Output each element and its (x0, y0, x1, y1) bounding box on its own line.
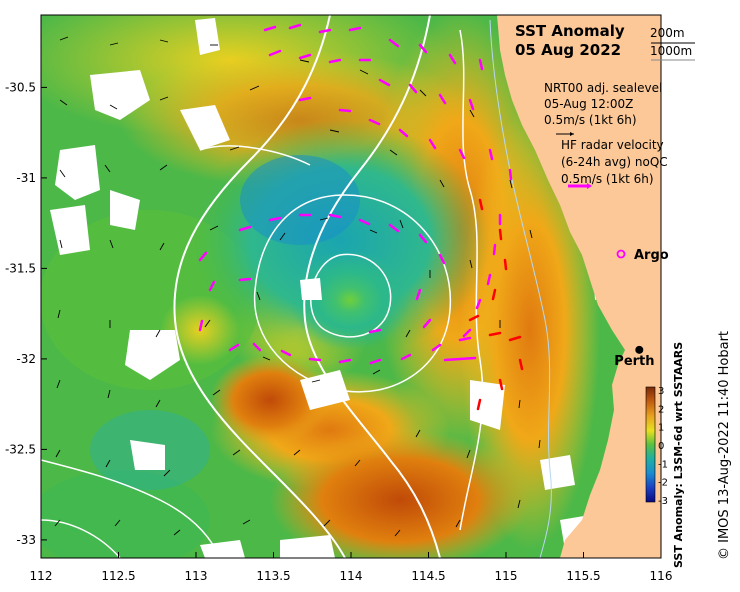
sealevel-scale-arrow (556, 132, 574, 136)
x-tick-label: 114 (340, 569, 363, 583)
y-tick-label: -31 (16, 171, 36, 185)
hf-radar-line2: (6-24h avg) noQC (561, 155, 668, 169)
x-tick-label: 113.5 (256, 569, 290, 583)
colorbar (645, 386, 656, 503)
y-axis: -30.5 -31 -31.5 -32 -32.5 -33 (5, 80, 47, 547)
hf-radar-line3: 0.5m/s (1kt 6h) (561, 172, 654, 186)
hf-radar-arrows (198, 23, 513, 365)
perth-marker-icon (635, 345, 644, 354)
argo-marker-icon (616, 249, 626, 259)
y-tick-label: -33 (16, 533, 36, 547)
hf-radar-scale-arrow (568, 183, 592, 189)
colorbar-title: SST Anomaly: L3SM-6d wrt SSTAARS (672, 342, 685, 568)
map-title: SST Anomaly (515, 22, 625, 40)
colorbar-tick-label: 2 (658, 404, 664, 415)
x-tick-label: 112.5 (101, 569, 135, 583)
y-tick-label: -32 (16, 352, 36, 366)
bathymetry-contours (41, 15, 552, 558)
colorbar-tick-label: -1 (658, 459, 668, 470)
y-tick-label: -30.5 (5, 80, 36, 94)
x-tick-label: 114.5 (411, 569, 445, 583)
colorbar-tick-label: 1 (658, 423, 664, 434)
hf-radar-line1: HF radar velocity (561, 138, 664, 152)
argo-label: Argo (634, 248, 669, 263)
hf-radar-arrows-fast (468, 198, 524, 411)
sealevel-current-arrows (54, 36, 541, 537)
perth-label: Perth (614, 354, 654, 369)
contour-label-1000m: 1000m (650, 44, 692, 58)
sealevel-line2: 05-Aug 12:00Z (544, 97, 633, 111)
sealevel-line3: 0.5m/s (1kt 6h) (544, 113, 637, 127)
colorbar-tick-label: 3 (658, 386, 664, 397)
colorbar-tick-label: -2 (658, 478, 668, 489)
contour-label-200m: 200m (650, 26, 685, 40)
x-tick-label: 116 (650, 569, 673, 583)
x-tick-label: 113 (185, 569, 208, 583)
x-axis: 112 112.5 113 113.5 114 114.5 115 115.5 116 (30, 552, 673, 583)
sealevel-line1: NRT00 adj. sealevel (544, 81, 662, 95)
colorbar-tick-label: -3 (658, 496, 668, 507)
y-tick-label: -31.5 (5, 261, 36, 275)
colorbar-ticks: 3 2 1 0 -1 -2 -3 (658, 386, 668, 507)
sst-field (41, 15, 661, 558)
x-tick-label: 112 (30, 569, 53, 583)
credit-text: © IMOS 13-Aug-2022 11:40 Hobart (717, 331, 732, 560)
x-tick-label: 115.5 (566, 569, 600, 583)
y-tick-label: -32.5 (5, 442, 36, 456)
x-tick-label: 115 (495, 569, 518, 583)
map-date: 05 Aug 2022 (515, 41, 621, 59)
colorbar-tick-label: 0 (658, 441, 664, 452)
land-western-australia (497, 15, 661, 558)
